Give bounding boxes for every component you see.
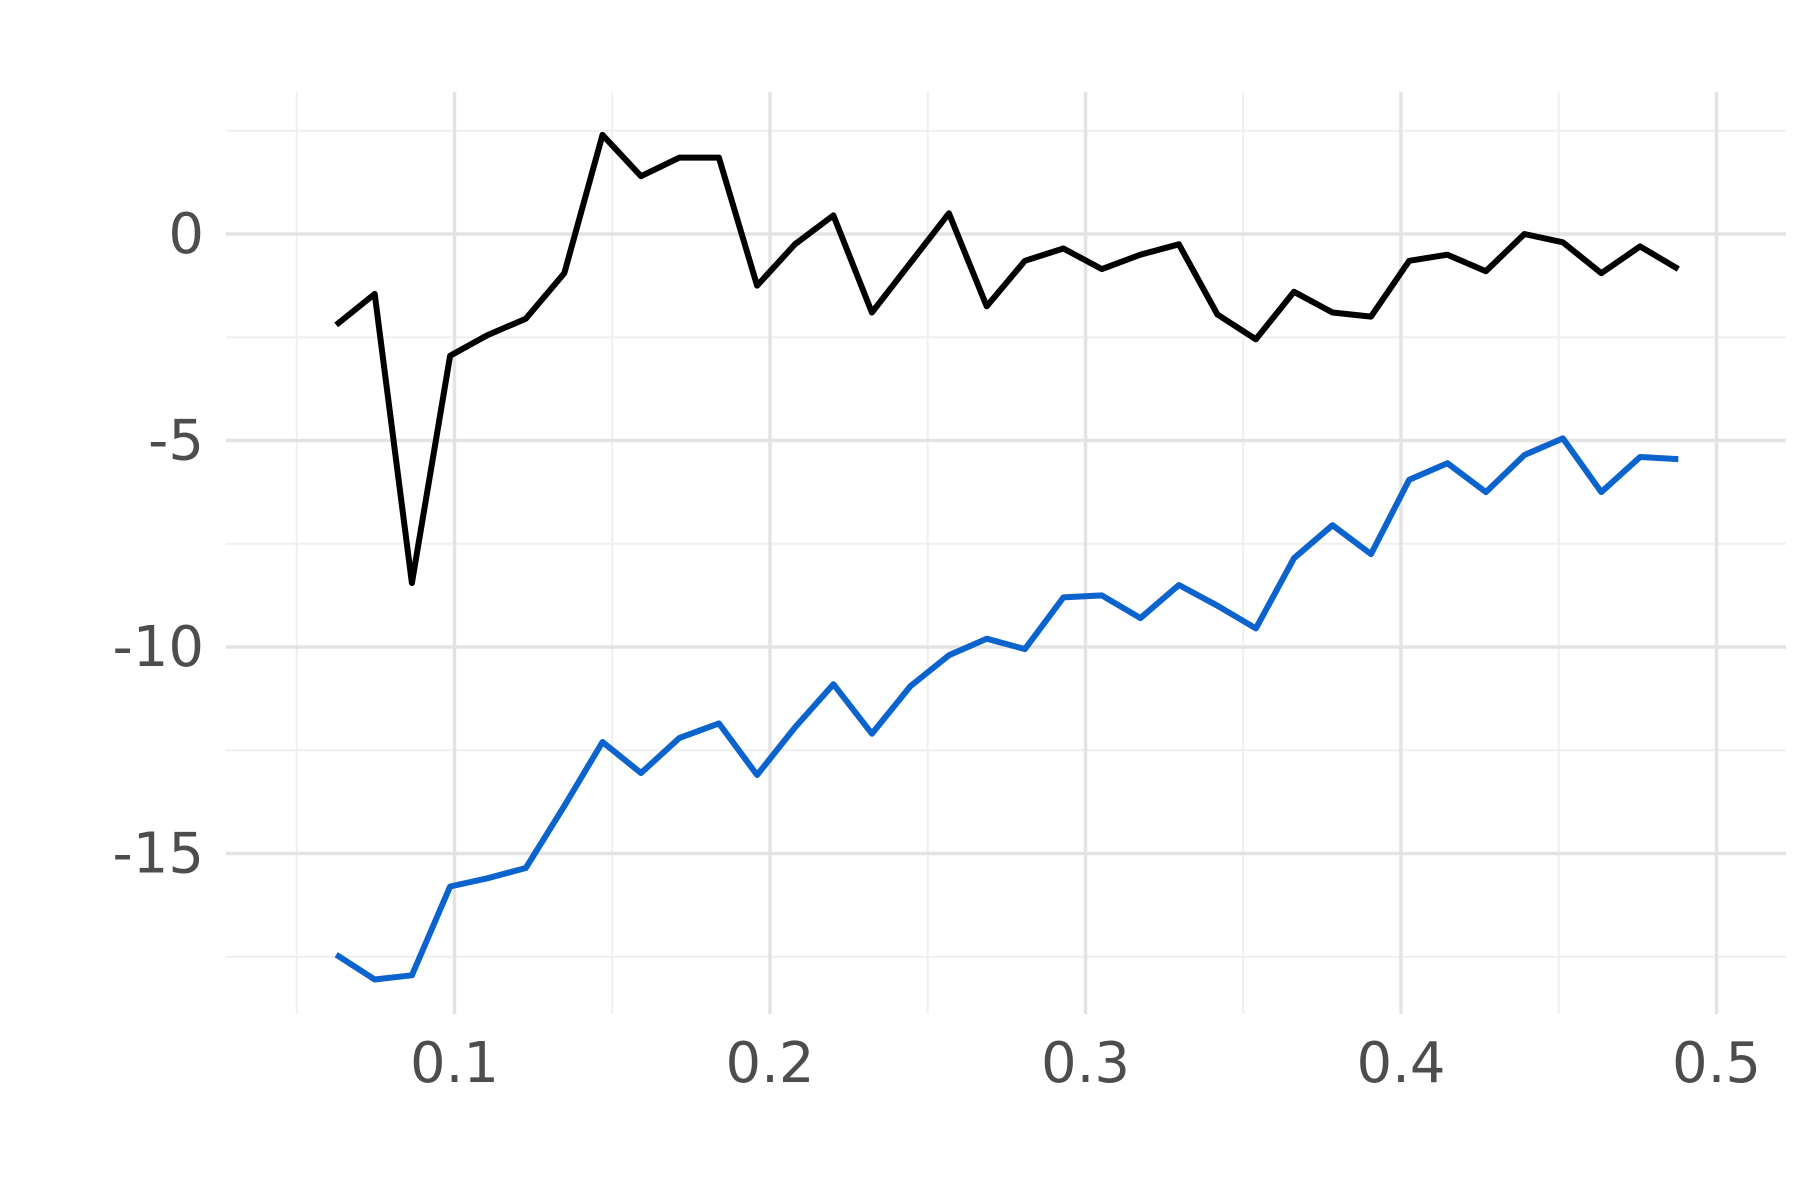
major-gridlines <box>226 92 1786 1014</box>
series-line-2 <box>334 435 1679 983</box>
x-tick-label: 0.2 <box>725 1031 814 1096</box>
x-tick-label: 0.5 <box>1672 1031 1761 1096</box>
x-axis-tick-labels: 0.1 0.2 0.3 0.4 0.5 <box>410 1031 1761 1096</box>
series-lines <box>334 131 1680 983</box>
minor-gridlines <box>226 92 1786 1014</box>
x-tick-label: 0.4 <box>1356 1031 1445 1096</box>
y-tick-label: 0 <box>168 202 204 267</box>
y-tick-label: -5 <box>148 409 204 474</box>
x-tick-label: 0.3 <box>1041 1031 1130 1096</box>
y-axis-tick-labels: 0 -5 -10 -15 <box>113 202 204 887</box>
series-line-1 <box>334 131 1680 586</box>
y-tick-label: -15 <box>113 822 204 887</box>
y-tick-label: -10 <box>113 615 204 680</box>
x-tick-label: 0.1 <box>410 1031 499 1096</box>
